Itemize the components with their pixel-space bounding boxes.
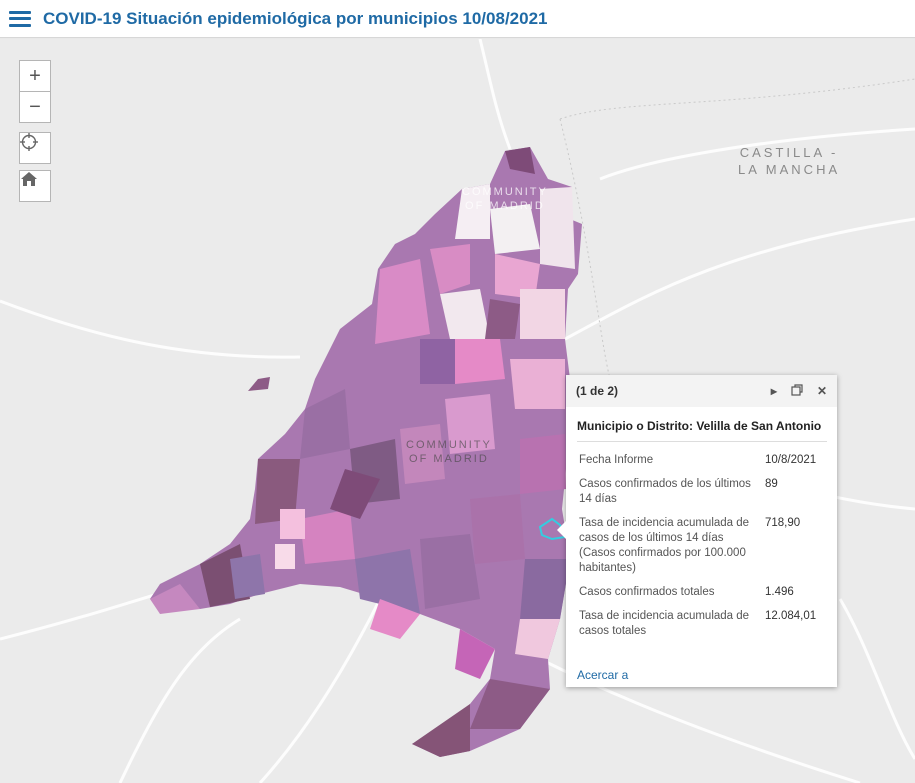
table-row: Tasa de incidencia acumulada de casos de… (577, 513, 827, 582)
popup-body: Municipio o Distrito: Velilla de San Ant… (566, 407, 837, 645)
page-title: COVID-19 Situación epidemiológica por mu… (43, 8, 548, 28)
popup-pointer (557, 521, 566, 539)
madrid-north-label-line: COMMUNITY (462, 186, 548, 198)
field-value: 89 (765, 478, 778, 490)
zoom-in-button[interactable]: + (19, 60, 51, 92)
community-of-madrid-label-center: COMMUNITY OF MADRID (406, 438, 492, 466)
zoom-out-button[interactable]: − (19, 91, 51, 123)
field-label: Tasa de incidencia acumulada de casos to… (579, 610, 750, 637)
popup-header: (1 de 2) ▸ ✕ (566, 375, 837, 407)
field-value: 12.084,01 (765, 610, 817, 622)
crosshair-icon (20, 133, 38, 151)
field-value: 1.496 (765, 586, 794, 598)
next-feature-icon[interactable]: ▸ (770, 384, 777, 398)
road-network (0, 39, 915, 783)
table-row: Fecha Informe 10/8/2021 (577, 450, 827, 474)
field-value: 718,90 (765, 517, 801, 529)
castilla-label-line: CASTILLA - (739, 145, 839, 160)
home-button[interactable] (19, 170, 51, 202)
table-row: Tasa de incidencia acumulada de casos to… (577, 606, 827, 645)
table-row: Casos confirmados totales 1.496 (577, 582, 827, 606)
field-label: Casos confirmados de los últimos 14 días (579, 478, 751, 505)
community-of-madrid-label-north: COMMUNITY OF MADRID (462, 185, 548, 213)
popup-title: Municipio o Distrito: Velilla de San Ant… (577, 419, 827, 442)
region-boundary (559, 78, 915, 380)
castilla-label-line: LA MANCHA (738, 162, 841, 177)
close-icon[interactable]: ✕ (816, 384, 827, 398)
madrid-center-label-line: COMMUNITY (406, 439, 492, 451)
popup-pager: (1 de 2) (576, 384, 619, 398)
map-canvas[interactable] (0, 39, 915, 783)
municipality-patches[interactable] (150, 147, 575, 757)
app-header: COVID-19 Situación epidemiológica por mu… (0, 0, 915, 38)
home-icon (21, 172, 37, 186)
madrid-north-label-line: OF MADRID (465, 200, 545, 212)
table-row: Casos confirmados de los últimos 14 días… (577, 474, 827, 513)
madrid-center-label-line: OF MADRID (409, 453, 489, 465)
menu-icon[interactable] (9, 10, 31, 27)
zoom-to-link[interactable]: Acercar a (577, 668, 629, 682)
field-label: Tasa de incidencia acumulada de casos de… (579, 517, 750, 574)
locate-button[interactable] (19, 132, 51, 164)
feature-popup: (1 de 2) ▸ ✕ Municipio o Distrito: Velil… (557, 375, 837, 687)
dock-popup-icon[interactable] (791, 383, 803, 399)
map-islet (248, 377, 270, 391)
field-label: Casos confirmados totales (579, 586, 715, 598)
castilla-la-mancha-label: CASTILLA - LA MANCHA (738, 144, 840, 178)
field-label: Fecha Informe (579, 454, 654, 466)
attribute-table: Fecha Informe 10/8/2021 Casos confirmado… (577, 450, 827, 645)
field-value: 10/8/2021 (765, 454, 817, 466)
